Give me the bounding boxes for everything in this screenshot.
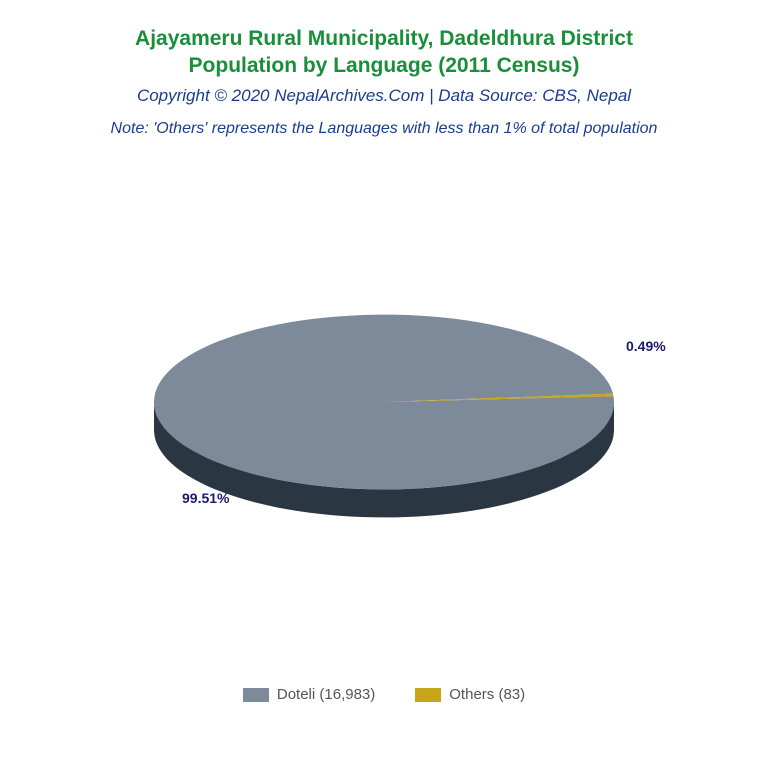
chart-area: 99.51% 0.49% (30, 138, 738, 686)
title-line-2: Population by Language (2011 Census) (30, 52, 738, 79)
subtitle: Copyright © 2020 NepalArchives.Com | Dat… (30, 86, 738, 106)
legend-label-0: Doteli (16,983) (277, 686, 375, 703)
slice-label-1: 0.49% (626, 338, 666, 354)
legend-swatch-0 (243, 688, 269, 702)
pie-svg (144, 272, 624, 552)
pie-chart: 99.51% 0.49% (144, 272, 624, 552)
legend-label-1: Others (83) (449, 686, 525, 703)
legend: Doteli (16,983) Others (83) (30, 686, 738, 743)
slice-label-0: 99.51% (182, 490, 229, 506)
title-block: Ajayameru Rural Municipality, Dadeldhura… (30, 25, 738, 138)
legend-item-0: Doteli (16,983) (243, 686, 375, 703)
title-line-1: Ajayameru Rural Municipality, Dadeldhura… (30, 25, 738, 52)
legend-item-1: Others (83) (415, 686, 525, 703)
note-text: Note: 'Others' represents the Languages … (30, 120, 738, 138)
legend-swatch-1 (415, 688, 441, 702)
chart-container: Ajayameru Rural Municipality, Dadeldhura… (0, 0, 768, 768)
